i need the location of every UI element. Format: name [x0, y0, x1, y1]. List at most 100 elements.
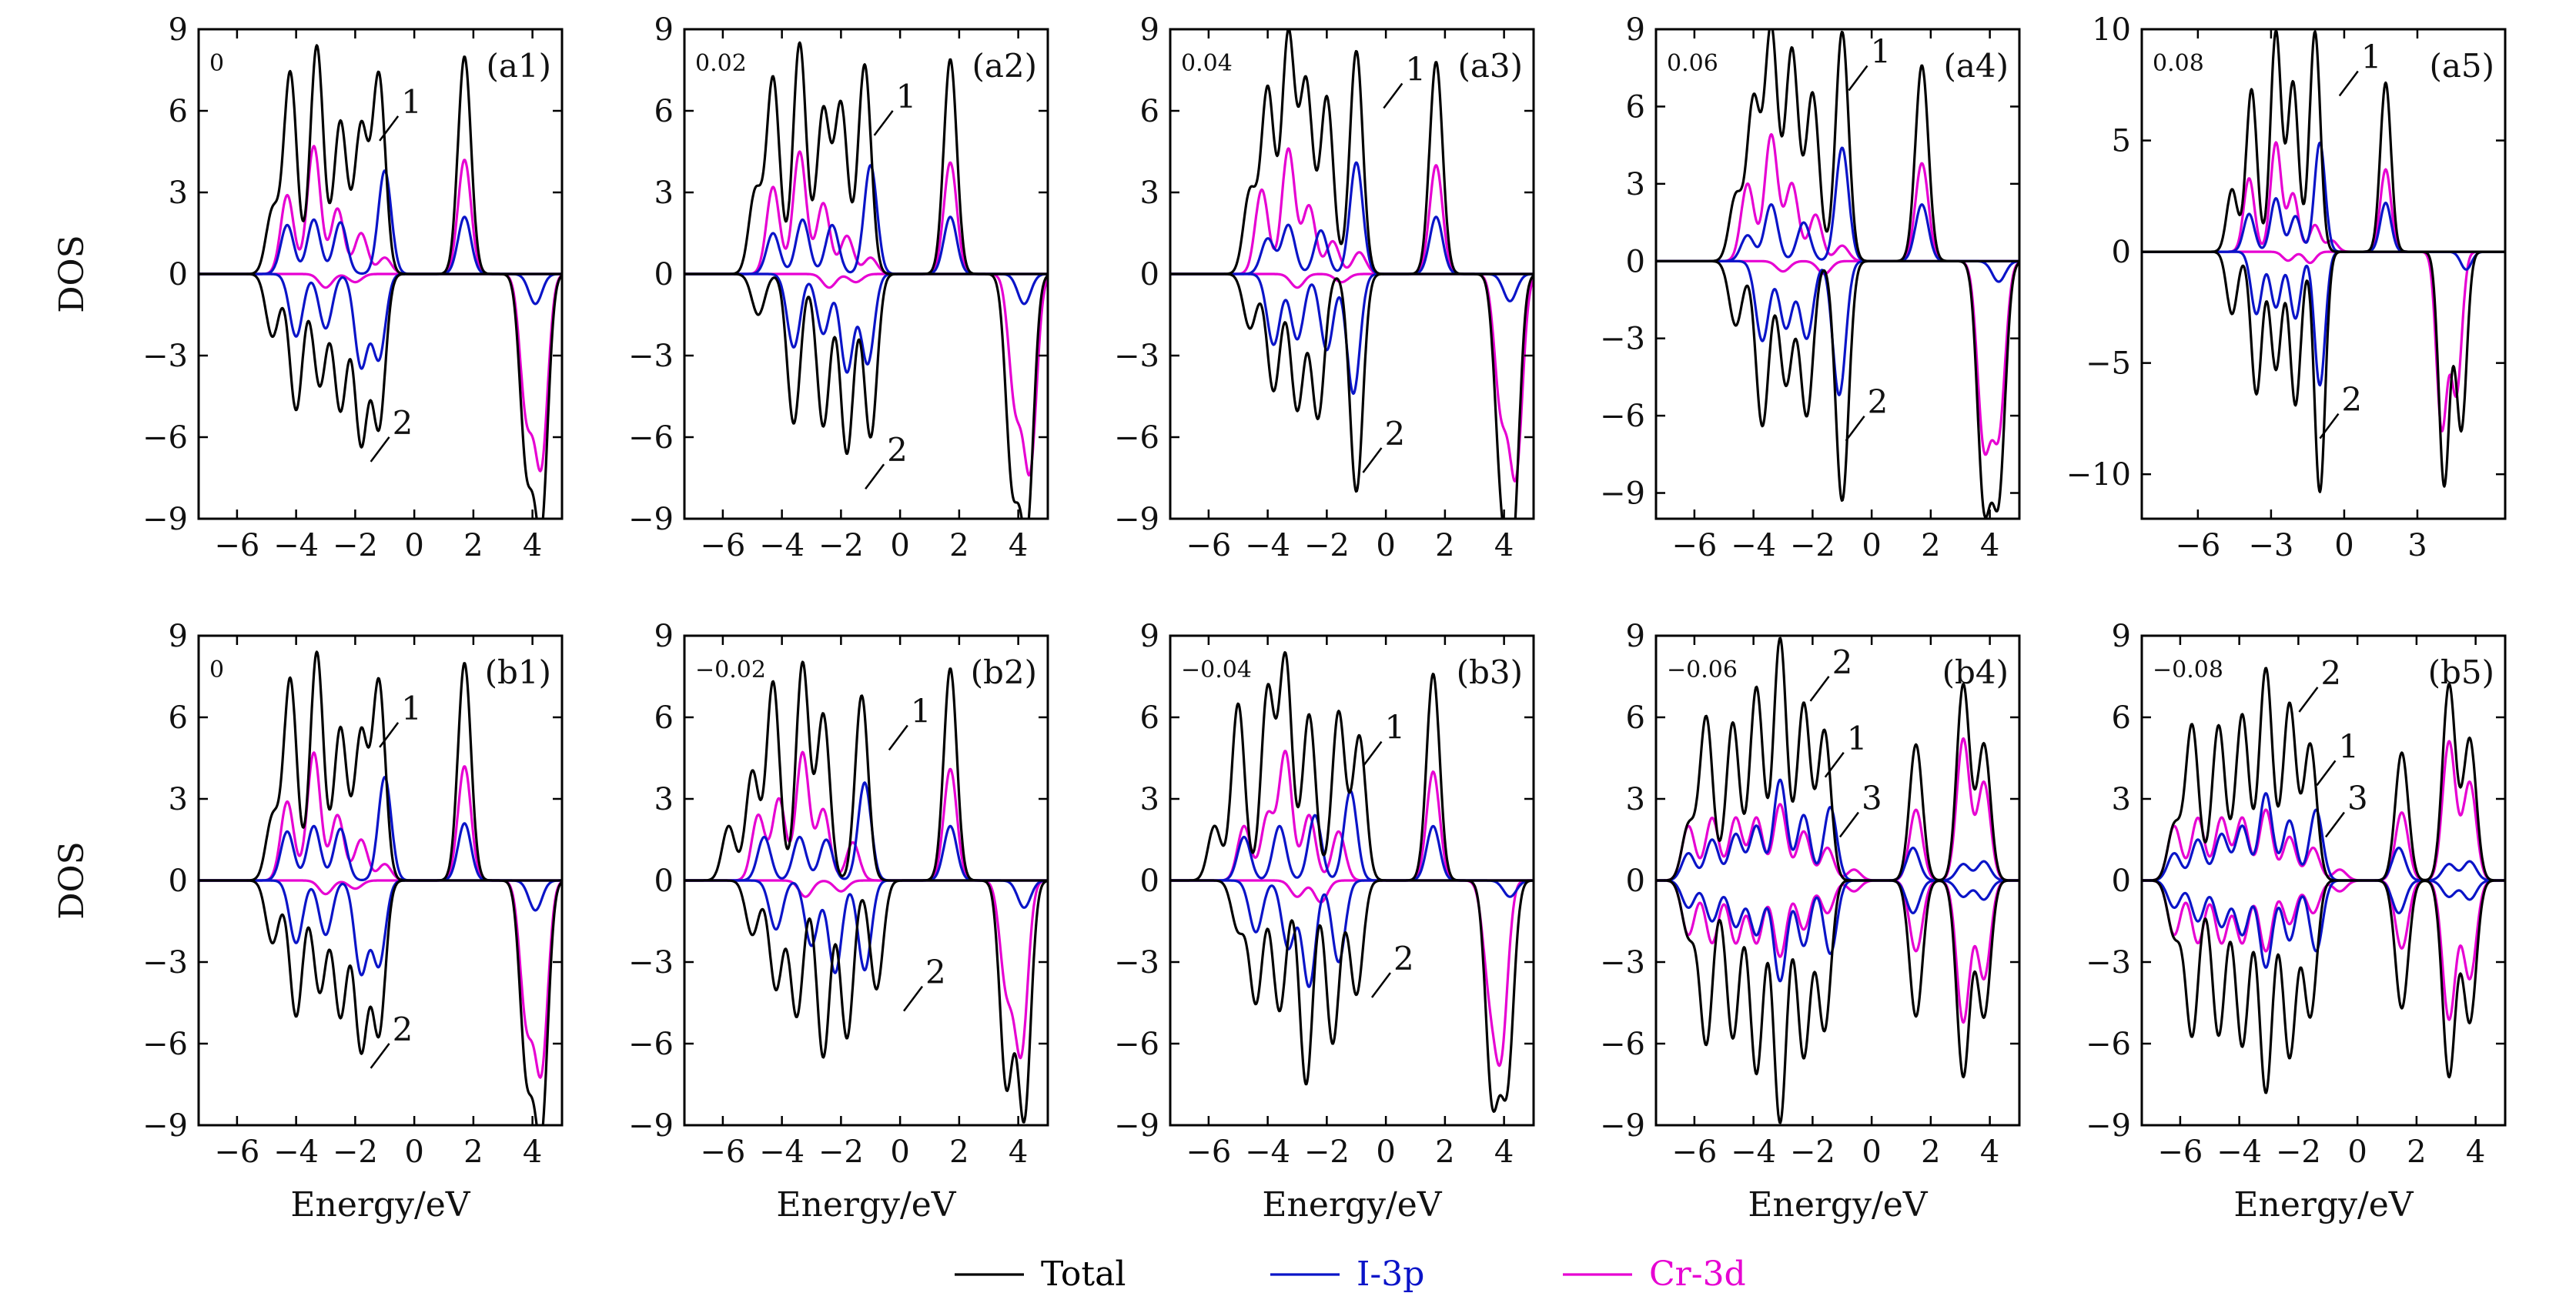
panel-b4: −6 −4 −2 0 2 4 −9 −6 −3 0 3 6 9 (b4) −0.06 2 1 3 Energy/eV — [1600, 619, 2021, 1224]
y-tick-label-b2: −3 — [628, 945, 674, 981]
annotation-arrow-b2 — [888, 724, 908, 751]
strain-label-a2: 0.02 — [695, 50, 747, 77]
x-tick-label-b3: 2 — [1435, 1134, 1454, 1170]
x-tick-label-b2: 2 — [949, 1134, 969, 1170]
y-tick-label-a1: 3 — [169, 175, 188, 211]
x-tick-label-a4: −6 — [1671, 528, 1717, 563]
panel-label-a2: (a2) — [972, 47, 1037, 85]
x-tick-label-b4: −6 — [1671, 1134, 1717, 1170]
annotation-b1: 2 — [393, 1011, 413, 1048]
x-tick-label-b3: −2 — [1304, 1134, 1350, 1170]
annotation-arrow-b4 — [1824, 752, 1845, 778]
y-tick-label-b3: 6 — [1140, 700, 1159, 736]
annotation-arrow-b2 — [902, 985, 923, 1012]
annotation-a1: 2 — [393, 404, 413, 442]
annotation-b5: 1 — [2338, 727, 2359, 765]
annotation-arrow-a2 — [873, 110, 894, 136]
series-ip-up-a2 — [684, 164, 1048, 276]
series-total-down-b4 — [1656, 879, 2019, 1124]
annotation-b4: 3 — [1862, 780, 1882, 817]
y-tick-label-a3: 3 — [1140, 175, 1159, 211]
series-crd-down-b1 — [199, 879, 562, 1079]
x-tick-label-a5: −3 — [2248, 528, 2293, 563]
legend-label-total: Total — [1041, 1255, 1126, 1294]
series-ip-up-b3 — [1170, 789, 1534, 882]
x-tick-label-b4: −4 — [1731, 1134, 1776, 1170]
axes-frame-a5 — [2140, 28, 2507, 520]
y-tick-label-b2: 3 — [654, 782, 674, 817]
series-total-down-b1 — [199, 879, 562, 1125]
y-tick-label-a2: 9 — [654, 12, 674, 48]
x-tick-label-b1: −2 — [333, 1134, 378, 1170]
series-ip-up-b4 — [1656, 778, 2019, 882]
y-tick-label-a1: −9 — [142, 502, 188, 537]
y-tick-label-b5: 0 — [2112, 864, 2131, 899]
annotation-b3: 2 — [1393, 940, 1414, 977]
x-tick-label-b2: −4 — [759, 1134, 805, 1170]
y-tick-label-b1: 9 — [169, 619, 188, 654]
y-tick-label-a5: 0 — [2112, 235, 2131, 270]
panel-label-b1: (b1) — [485, 653, 551, 691]
series-ip-down-b4 — [1656, 879, 2019, 983]
y-tick-label-b1: 0 — [169, 864, 188, 899]
legend-item-total: Total — [955, 1255, 1126, 1294]
y-tick-label-b5: −6 — [2086, 1027, 2131, 1062]
annotation-arrow-b1 — [370, 1043, 390, 1069]
y-tick-label-b1: −9 — [142, 1108, 188, 1144]
strain-label-b2: −0.02 — [695, 657, 766, 683]
x-tick-label-a3: −4 — [1245, 528, 1290, 563]
x-tick-label-a2: 2 — [949, 528, 969, 563]
x-tick-label-b4: 0 — [1862, 1134, 1881, 1170]
x-tick-label-a4: 2 — [1921, 528, 1940, 563]
annotation-arrow-a4 — [1845, 415, 1865, 442]
y-tick-label-b4: −3 — [1600, 945, 1645, 981]
series-total-down-b2 — [684, 879, 1048, 1124]
strain-label-a4: 0.06 — [1667, 50, 1718, 77]
strain-label-a3: 0.04 — [1181, 50, 1233, 77]
series-total-down-b3 — [1170, 879, 1534, 1113]
annotation-b2: 2 — [925, 954, 946, 991]
y-tick-label-b4: 6 — [1626, 700, 1645, 736]
y-tick-label-b5: 3 — [2112, 782, 2131, 817]
y-tick-label-b2: 6 — [654, 700, 674, 736]
y-tick-label-a1: −3 — [142, 339, 188, 374]
x-axis-label-b4: Energy/eV — [1748, 1185, 1928, 1224]
annotation-arrow-b5 — [2316, 760, 2337, 787]
x-tick-label-b2: −2 — [818, 1134, 864, 1170]
y-tick-label-b4: −6 — [1600, 1027, 1645, 1062]
series-ip-up-a1 — [199, 169, 562, 276]
x-tick-label-a4: −4 — [1731, 528, 1776, 563]
y-tick-label-a4: −3 — [1600, 322, 1645, 357]
y-tick-label-b5: 6 — [2112, 700, 2131, 736]
y-axis-label-a1: DOS — [52, 235, 92, 313]
series-crd-up-a3 — [1170, 147, 1534, 276]
legend-label-crd: Cr-3d — [1649, 1255, 1746, 1294]
series-crd-up-b2 — [684, 750, 1048, 882]
series-ip-up-b5 — [2142, 792, 2505, 882]
annotation-arrow-a5 — [2338, 70, 2359, 97]
x-tick-label-a3: 0 — [1376, 528, 1395, 563]
series-ip-up-b1 — [199, 776, 562, 882]
curves-b2 — [684, 660, 1048, 1124]
annotation-b4: 2 — [1832, 643, 1853, 681]
y-tick-label-a3: 9 — [1140, 12, 1159, 48]
series-crd-up-a4 — [1656, 132, 2019, 262]
y-tick-label-b4: 3 — [1626, 782, 1645, 817]
curves-b3 — [1170, 651, 1534, 1113]
y-tick-label-a2: 6 — [654, 94, 674, 129]
y-tick-label-a2: 3 — [654, 175, 674, 211]
annotation-arrow-a1 — [379, 115, 400, 142]
annotation-arrow-b1 — [379, 722, 400, 748]
strain-label-b5: −0.08 — [2153, 657, 2223, 683]
x-tick-label-b5: 0 — [2347, 1134, 2367, 1170]
x-tick-label-b4: 2 — [1921, 1134, 1940, 1170]
x-tick-label-a2: −6 — [700, 528, 745, 563]
strain-label-b4: −0.06 — [1667, 657, 1738, 683]
panel-label-a3: (a3) — [1457, 47, 1523, 85]
series-total-up-b5 — [2142, 667, 2505, 882]
x-tick-label-a1: −6 — [214, 528, 259, 563]
y-tick-label-a1: 0 — [169, 257, 188, 292]
y-tick-label-b4: −9 — [1600, 1108, 1645, 1144]
panel-b3: −6 −4 −2 0 2 4 −9 −6 −3 0 3 6 9 (b3) −0.04 1 2 Energy/eV — [1114, 619, 1535, 1224]
annotation-a5: 2 — [2341, 381, 2362, 419]
